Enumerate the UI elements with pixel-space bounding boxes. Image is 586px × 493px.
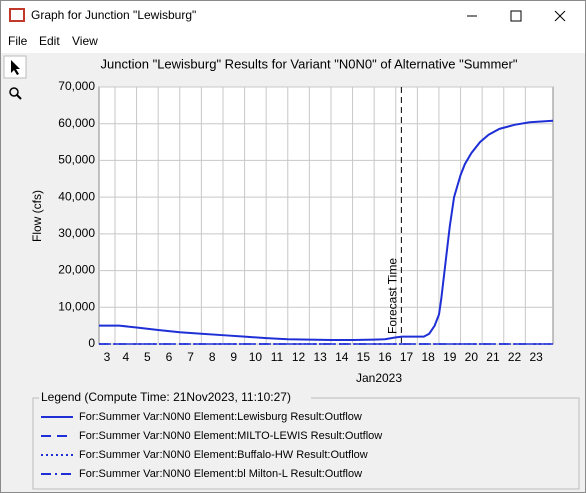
x-tick-label: 21 bbox=[486, 350, 500, 364]
maximize[interactable] bbox=[510, 10, 522, 22]
title-bar bbox=[1, 1, 585, 31]
legend-title-bg bbox=[39, 390, 311, 404]
y-tick-label: 30,000 bbox=[58, 226, 95, 240]
legend-title: Legend (Compute Time: 21Nov2023, 11:10:2… bbox=[41, 390, 291, 404]
menu-item[interactable]: Edit bbox=[39, 34, 60, 48]
close[interactable] bbox=[554, 10, 566, 22]
x-tick-label: 12 bbox=[292, 350, 306, 364]
x-tick-label: 5 bbox=[144, 350, 151, 364]
y-tick-label: 10,000 bbox=[58, 299, 95, 313]
legend-label: For:Summer Var:N0N0 Element:Lewisburg Re… bbox=[79, 411, 362, 423]
x-tick-label: 19 bbox=[443, 350, 457, 364]
zoom-handle bbox=[16, 94, 22, 100]
x-tick-label: 14 bbox=[335, 350, 349, 364]
x-tick-label: 13 bbox=[313, 350, 327, 364]
series-line bbox=[99, 119, 554, 341]
app-icon bbox=[9, 8, 25, 22]
x-tick-label: 7 bbox=[187, 350, 194, 364]
y-tick-label: 40,000 bbox=[58, 189, 95, 203]
y-tick-label: 50,000 bbox=[58, 153, 95, 167]
y-tick-label: 20,000 bbox=[58, 263, 95, 277]
x-tick-label: 10 bbox=[249, 350, 263, 364]
x-tick-label: 3 bbox=[104, 350, 111, 364]
y-tick-label: 70,000 bbox=[58, 79, 95, 93]
x-tick-label: 4 bbox=[122, 350, 129, 364]
x-tick-label: 16 bbox=[378, 350, 392, 364]
x-axis-label: Jan2023 bbox=[356, 371, 402, 385]
x-tick-label: 20 bbox=[465, 350, 479, 364]
x-tick-label: 11 bbox=[271, 350, 284, 364]
menu-bar bbox=[1, 31, 585, 53]
x-tick-label: 17 bbox=[400, 350, 414, 364]
chart-title: Junction "Lewisburg" Results for Variant… bbox=[101, 56, 518, 71]
legend-label: For:Summer Var:N0N0 Element:bl Milton-L … bbox=[79, 468, 362, 480]
menu-item[interactable]: File bbox=[8, 34, 28, 48]
y-tick-label: 60,000 bbox=[58, 116, 95, 130]
x-tick-label: 9 bbox=[230, 350, 237, 364]
x-tick-label: 8 bbox=[209, 350, 216, 364]
menu-item[interactable]: View bbox=[72, 34, 98, 48]
y-axis-label: Flow (cfs) bbox=[30, 190, 44, 242]
x-tick-label: 6 bbox=[166, 350, 173, 364]
x-tick-label: 23 bbox=[529, 350, 543, 364]
legend-label: For:Summer Var:N0N0 Element:MILTO-LEWIS … bbox=[79, 430, 382, 442]
x-tick-label: 22 bbox=[508, 350, 522, 364]
y-tick-label: 0 bbox=[88, 336, 95, 350]
legend-label: For:Summer Var:N0N0 Element:Buffalo-HW R… bbox=[79, 449, 368, 461]
zoom-tool[interactable] bbox=[9, 87, 19, 97]
x-tick-label: 18 bbox=[421, 350, 435, 364]
pointer-icon bbox=[11, 60, 20, 75]
forecast-label: Forecast Time bbox=[386, 258, 400, 334]
x-tick-label: 15 bbox=[357, 350, 371, 364]
window-title: Graph for Junction "Lewisburg" bbox=[31, 8, 196, 22]
plot-area bbox=[98, 86, 554, 345]
